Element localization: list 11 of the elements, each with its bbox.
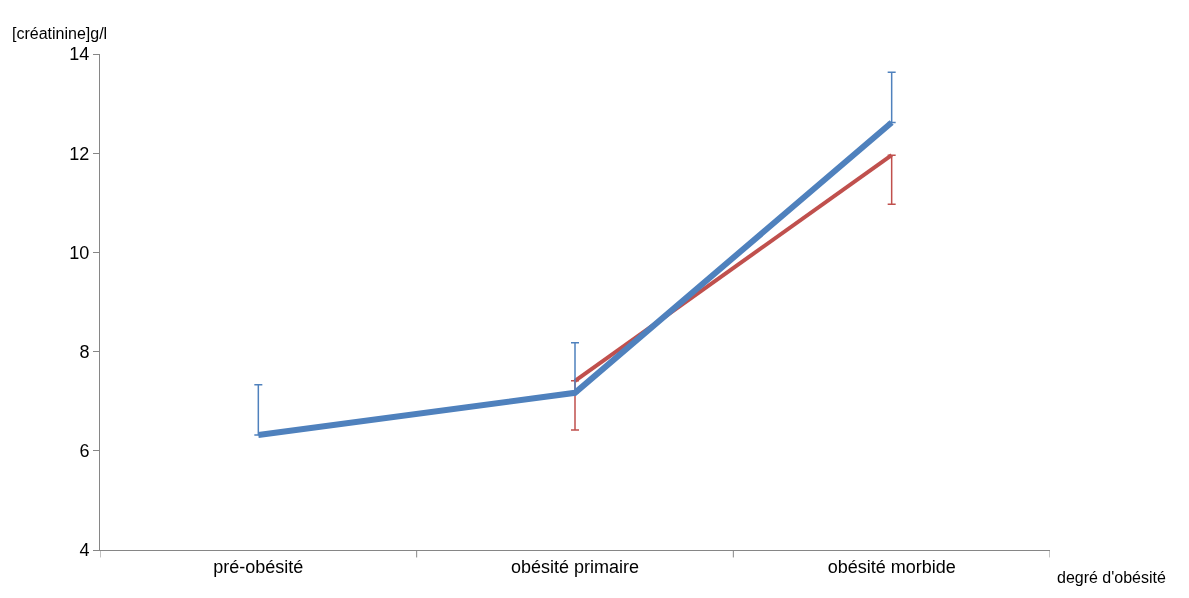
y-tick-label: 8: [79, 341, 90, 362]
y-tick-label: 14: [69, 44, 90, 65]
x-tick-label: obésité primaire: [510, 556, 640, 577]
y-tick-label: 6: [79, 441, 90, 462]
y-tick-label: 12: [69, 143, 90, 164]
x-tick-label: pré-obésité: [213, 556, 304, 577]
y-axis-title: [créatinine]g/l: [12, 25, 108, 42]
y-tick-label: 10: [69, 242, 90, 263]
x-axis-title: degré d'obésité: [1057, 569, 1167, 586]
y-tick-label: 4: [79, 540, 90, 561]
x-tick-label: obésité morbide: [827, 556, 956, 577]
